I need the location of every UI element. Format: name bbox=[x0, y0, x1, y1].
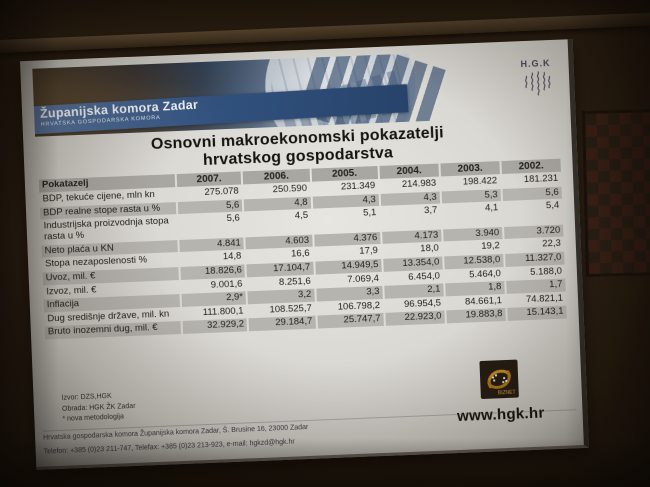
row-value: 11.327,0 bbox=[505, 251, 565, 267]
row-value: 5.464,0 bbox=[468, 267, 502, 280]
row-value: 214.983 bbox=[401, 177, 437, 191]
row-value: 96.954,5 bbox=[403, 297, 442, 310]
row-value: 275.078 bbox=[204, 185, 239, 199]
row-value: 5.188,0 bbox=[529, 265, 563, 278]
row-value: 15.143,1 bbox=[507, 305, 567, 321]
column-header-year: 2002. bbox=[501, 158, 561, 175]
row-value: 4.376 bbox=[313, 231, 381, 247]
row-value: 18.826,6 bbox=[180, 264, 246, 280]
row-value: 2,1 bbox=[384, 283, 444, 299]
hgk-waves-icon bbox=[521, 69, 552, 101]
wall-checkerboard-picture bbox=[581, 109, 650, 277]
hgk-logo-text: H.G.K bbox=[520, 57, 551, 70]
row-value: 5,4 bbox=[545, 200, 560, 212]
row-value: 22.923,0 bbox=[385, 310, 445, 326]
row-value: 5,1 bbox=[362, 207, 377, 220]
row-value: 4,3 bbox=[312, 193, 380, 210]
row-value: 22,3 bbox=[542, 238, 561, 250]
column-header-year: 2006. bbox=[242, 168, 310, 185]
row-value: 1,7 bbox=[506, 278, 566, 294]
row-value: 6.454,0 bbox=[407, 270, 441, 283]
slide: Županijska komora Zadar HRVATSKA GOSPODA… bbox=[20, 39, 584, 467]
source-note: Izvor: DZS,HGK Obrada: HGK ŽK Zadar * no… bbox=[61, 391, 136, 425]
source-line: * nova metodologija bbox=[62, 413, 125, 423]
row-value: 13.354,0 bbox=[383, 256, 443, 272]
row-value: 14,8 bbox=[222, 250, 242, 263]
row-value: 3,7 bbox=[423, 205, 438, 217]
row-value: 5,3 bbox=[441, 188, 501, 204]
row-value: 2,9* bbox=[181, 291, 247, 307]
row-value: 250.590 bbox=[272, 183, 308, 196]
column-header-year: 2004. bbox=[379, 163, 439, 180]
projector-screen: Županijska komora Zadar HRVATSKA GOSPODA… bbox=[20, 39, 589, 470]
row-value: 3,3 bbox=[316, 286, 383, 302]
row-value: 4,3 bbox=[380, 191, 441, 207]
row-value: 4,1 bbox=[484, 202, 499, 215]
row-value: 19.883,8 bbox=[446, 308, 506, 324]
row-value: 181.231 bbox=[523, 172, 559, 186]
row-value: 32.929,2 bbox=[182, 318, 248, 334]
column-header-year: 2005. bbox=[311, 166, 378, 182]
row-value: 108.525,7 bbox=[269, 302, 313, 316]
row-value: 4,5 bbox=[294, 210, 309, 222]
row-value: 4.841 bbox=[179, 237, 245, 253]
row-value: 12.538,0 bbox=[444, 253, 504, 269]
row-value: 16,6 bbox=[290, 248, 310, 260]
row-value: 84.661,1 bbox=[464, 294, 503, 308]
biznet-logo: BIZNET bbox=[479, 359, 520, 404]
row-value: 29.184,7 bbox=[248, 316, 316, 332]
row-value: 3.720 bbox=[503, 224, 564, 240]
row-value: 111.800,1 bbox=[202, 305, 244, 318]
row-value: 231.349 bbox=[340, 180, 376, 193]
column-header-year: 2003. bbox=[440, 161, 500, 177]
row-value: 5,6 bbox=[177, 199, 243, 215]
row-value: 5,6 bbox=[502, 186, 562, 202]
row-value: 8.251,6 bbox=[278, 275, 311, 288]
row-value: 19,2 bbox=[481, 240, 500, 253]
indicators-table: Pokatazelj 2007. 2006. 2005. 2004. 2003. 2002.… bbox=[37, 158, 569, 341]
row-value: 5,6 bbox=[226, 213, 241, 225]
row-value: 18,0 bbox=[420, 242, 440, 255]
row-value: 3.940 bbox=[443, 226, 503, 242]
row-value: 1,8 bbox=[445, 281, 505, 297]
row-value: 25.747,7 bbox=[317, 313, 384, 329]
hgk-logo: H.G.K bbox=[520, 58, 552, 101]
row-value: 198.422 bbox=[462, 175, 498, 188]
row-value: 17.104,7 bbox=[246, 261, 314, 277]
column-header-year: 2007. bbox=[176, 171, 242, 188]
row-value: 4.173 bbox=[382, 229, 442, 245]
row-value: 74.821,1 bbox=[525, 292, 564, 305]
row-value: 7.069,4 bbox=[347, 272, 380, 285]
row-value: 9.001,6 bbox=[210, 278, 243, 291]
biznet-logo-text: BIZNET bbox=[498, 390, 516, 397]
